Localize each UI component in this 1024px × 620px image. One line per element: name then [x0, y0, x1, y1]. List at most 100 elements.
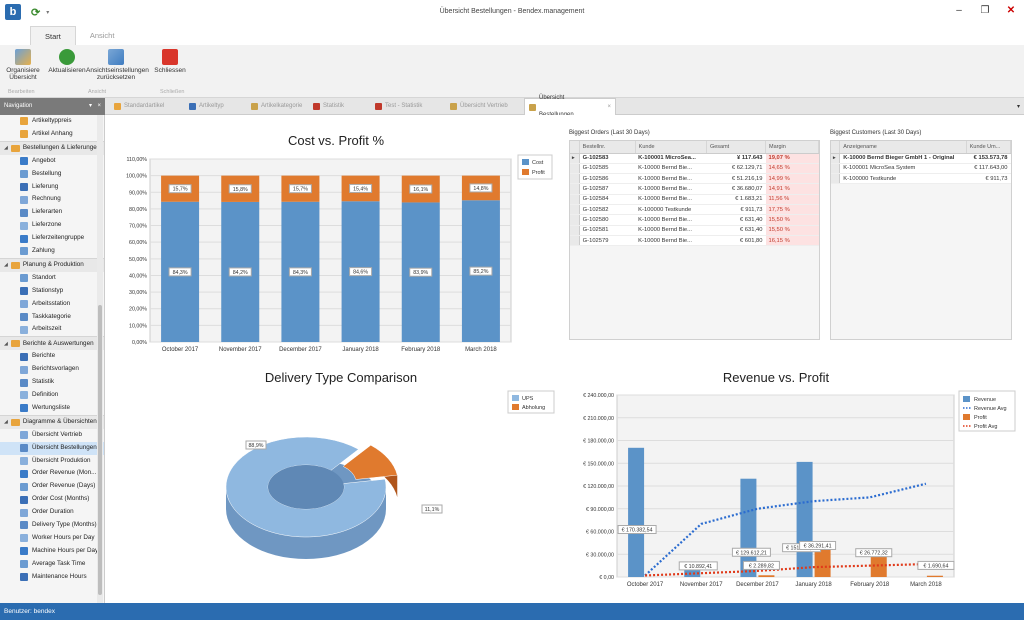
close-icon[interactable]: ✕ [1006, 5, 1016, 16]
table-row[interactable]: ▸ G-102583 K-100001 MicroSea... ¥ 117.643 19… [570, 153, 819, 164]
item-icon [20, 560, 28, 569]
data-label-box [799, 540, 837, 550]
column-header[interactable]: Kunde [635, 141, 707, 154]
column-header[interactable]: Bestellnr. [579, 141, 636, 154]
nav-item-label: Delivery Type (Months) [32, 521, 97, 529]
legend-swatch [512, 404, 519, 410]
table-row[interactable]: G-102580 K-10000 Bernd Bie... € 631,40 15,5… [570, 214, 819, 226]
nav-item[interactable]: Artikeltyppreis [0, 115, 104, 128]
nav-item[interactable]: Stationstyp [0, 285, 104, 298]
nav-item[interactable]: Arbeitszeit [0, 323, 104, 336]
nav-item[interactable]: Worker Hours per Day [0, 532, 104, 545]
nav-item[interactable]: Lieferzone [0, 219, 104, 232]
reset-view-settings-button[interactable]: Ansichtseinstellungen zurücksetzen [86, 49, 149, 81]
table-row[interactable]: K-100001 MicroSea System € 117.643,00 [831, 163, 1011, 175]
organize-overview-button[interactable]: Organisiere Übersicht [6, 49, 40, 81]
doc-tab-1[interactable]: Artikeltyp [185, 98, 247, 115]
nav-item[interactable]: Definition [0, 389, 104, 402]
nav-item[interactable]: Order Revenue (Mon... [0, 467, 104, 480]
table-row[interactable]: G-102586 K-10000 Bernd Bie... € 51.216,19 1… [570, 173, 819, 185]
collapse-icon[interactable]: ◢ [4, 340, 8, 347]
close-tab-icon[interactable]: × [607, 103, 611, 110]
item-icon [20, 287, 28, 296]
nav-item[interactable]: Arbeitsstation [0, 298, 104, 311]
nav-item[interactable]: Average Task Time [0, 558, 104, 571]
tabs-dropdown-icon[interactable]: ▾ [1016, 104, 1020, 110]
nav-item[interactable]: Order Duration [0, 506, 104, 519]
nav-item[interactable]: Maintenance Hours [0, 571, 104, 584]
table-row[interactable]: ▸ K-10000 Bernd Bieger GmbH 1 - Original €… [831, 153, 1011, 164]
doc-tab-4[interactable]: Test - Statistik [371, 98, 446, 115]
column-header[interactable]: Anzeigename [839, 141, 967, 154]
table-row[interactable]: G-102579 K-10000 Bernd Bie... € 601,80 16,1… [570, 235, 819, 247]
nav-item[interactable]: Berichtsvorlagen [0, 363, 104, 376]
nav-group[interactable]: ◢ Planung & Produktion [0, 257, 104, 272]
row-indicator [831, 173, 841, 185]
doc-tab-5[interactable]: Übersicht Vertrieb [446, 98, 524, 115]
column-header[interactable]: Gesamt [706, 141, 767, 154]
nav-group[interactable]: ◢ Diagramme & Übersichten [0, 414, 104, 429]
nav-item[interactable]: Wertungsliste [0, 402, 104, 415]
nav-item[interactable]: Übersicht Produktion [0, 455, 104, 468]
refresh-icon[interactable]: ⟳ [31, 6, 41, 19]
nav-item[interactable]: Standort [0, 272, 104, 285]
table-row[interactable]: G-102582 K-100000 Testkunde € 911,73 17,75 … [570, 204, 819, 216]
collapse-icon[interactable]: ◢ [4, 419, 8, 426]
sidebar-scrollbar[interactable] [97, 115, 103, 603]
column-header[interactable]: Margin [765, 141, 819, 154]
nav-item[interactable]: Order Revenue (Days) [0, 480, 104, 493]
nav-item[interactable]: Zahlung [0, 245, 104, 258]
column-header[interactable]: Kunde Um... [966, 141, 1012, 154]
doc-tab-3[interactable]: Statistik [309, 98, 371, 115]
ups-slice [225, 436, 387, 538]
data-label: 84,6% [353, 270, 368, 276]
nav-item[interactable]: Delivery Type (Months) [0, 519, 104, 532]
pin-icon[interactable]: ▾ [88, 103, 92, 109]
quick-access-dropdown-icon[interactable]: ▾ [46, 9, 50, 16]
doc-tab-2[interactable]: Artikelkategorie [247, 98, 309, 115]
collapse-icon[interactable]: ◢ [4, 145, 8, 152]
nav-item[interactable]: Machine Hours per Day [0, 545, 104, 558]
app-logo-icon[interactable]: b [5, 4, 21, 20]
tab-ansicht[interactable]: Ansicht [89, 31, 115, 40]
table-cell: G-102587 [579, 183, 636, 195]
nav-item[interactable]: Order Cost (Months) [0, 493, 104, 506]
tab-start[interactable]: Start [30, 26, 76, 45]
refresh-button[interactable]: Aktualisieren [48, 49, 86, 74]
restore-icon[interactable]: ❐ [980, 5, 990, 16]
collapse-icon[interactable]: ◢ [4, 262, 8, 269]
nav-item[interactable]: Artikel Anhang [0, 128, 104, 141]
doc-tab-0[interactable]: Standardartikel [110, 98, 185, 115]
doc-tab-6[interactable]: Übersicht Bestellungen× [524, 95, 616, 118]
sidebar-scroll-thumb[interactable] [98, 305, 102, 595]
nav-group[interactable]: ◢ Bestellungen & Lieferungen [0, 140, 104, 155]
minimize-icon[interactable]: – [956, 5, 962, 16]
biggest-customers-grid[interactable]: Anzeigename Kunde Um... ▸ K-10000 Bernd Bie… [830, 140, 1012, 340]
nav-item[interactable]: Übersicht Vertrieb [0, 429, 104, 442]
nav-item[interactable]: Lieferzeitengruppe [0, 232, 104, 245]
y-tick-label: 70,00% [129, 224, 147, 230]
table-row[interactable]: G-102581 K-10000 Bernd Bie... € 631,40 15,5… [570, 225, 819, 236]
table-row[interactable]: K-100000 Testkunde € 911,73 [831, 173, 1011, 185]
nav-item[interactable]: Übersicht Bestellungen [0, 441, 104, 455]
nav-item[interactable]: Taskkategorie [0, 311, 104, 324]
plot-area [149, 158, 512, 343]
nav-item[interactable]: Statistik [0, 376, 104, 389]
close-navigation-icon[interactable]: × [97, 103, 101, 109]
nav-item[interactable]: Angebot [0, 155, 104, 168]
nav-group[interactable]: ◢ Berichte & Auswertungen [0, 336, 104, 351]
profit-bar [926, 575, 943, 577]
nav-item[interactable]: Lieferarten [0, 206, 104, 219]
nav-item[interactable]: Bestellung [0, 168, 104, 181]
table-row[interactable]: G-102585 K-10000 Bernd Bie... € 62.129,71 1… [570, 163, 819, 175]
biggest-orders-grid[interactable]: Bestellnr. Kunde Gesamt Margin ▸ G-102583 K-10… [569, 140, 820, 340]
nav-item[interactable]: Lieferung [0, 181, 104, 194]
nav-item[interactable]: Rechnung [0, 193, 104, 206]
nav-item-label: Taskkategorie [32, 312, 71, 320]
data-label-box [228, 267, 252, 277]
close-document-button[interactable]: Schliessen [154, 49, 186, 74]
legend-swatch [522, 159, 529, 165]
table-row[interactable]: G-102587 K-10000 Bernd Bie... € 36.680,07 1… [570, 183, 819, 195]
table-row[interactable]: G-102584 K-10000 Bernd Bie... € 1.683,21 11… [570, 194, 819, 205]
nav-item[interactable]: Berichte [0, 350, 104, 363]
